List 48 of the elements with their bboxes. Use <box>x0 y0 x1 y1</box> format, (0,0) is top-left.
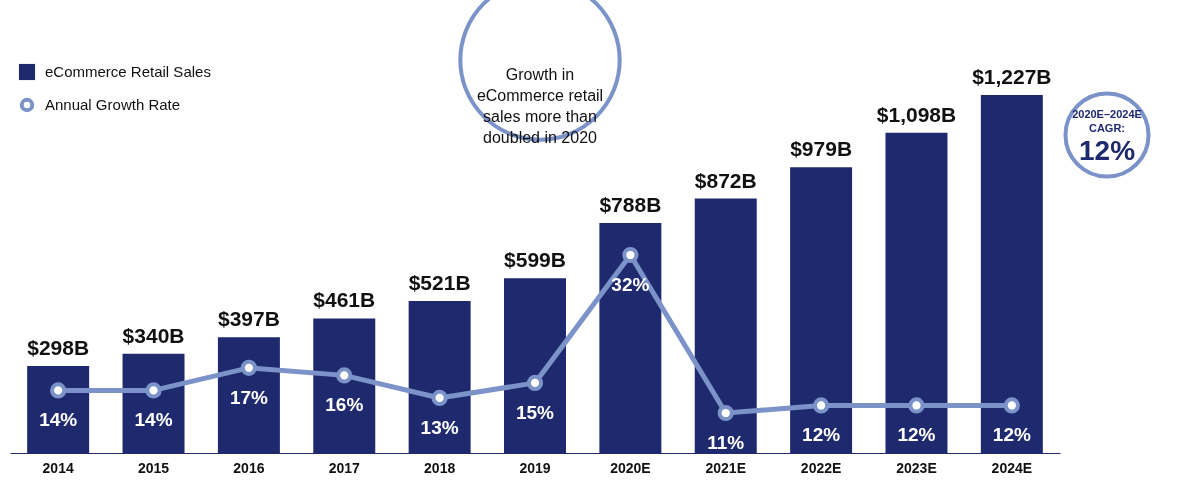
data-label: 13% <box>420 416 459 438</box>
data-label: $1,227B <box>972 65 1052 88</box>
data-label: $599B <box>504 248 566 272</box>
data-label: $461B <box>313 288 376 312</box>
data-label: 14% <box>39 409 78 431</box>
point <box>622 246 639 264</box>
x-tick-label: 2020E <box>610 459 651 476</box>
data-label: $1,098B <box>876 102 957 126</box>
data-label: 12% <box>897 424 936 446</box>
point <box>240 359 258 376</box>
x-tick-label: 2019 <box>519 459 551 476</box>
text: 2020E–2024E CAGR: 12% <box>1072 108 1142 166</box>
data-label: 15% <box>515 401 555 423</box>
x-tick-label: 2021E <box>705 459 746 476</box>
x-tick-label: 2017 <box>328 459 361 476</box>
point <box>336 367 353 384</box>
data-label: 32% <box>611 274 650 295</box>
data-label: 16% <box>325 394 364 416</box>
point <box>717 404 734 422</box>
x-tick-label: 2018 <box>424 459 456 476</box>
x-tick-label: 2016 <box>233 459 265 476</box>
data-label: 12% <box>992 424 1031 446</box>
point <box>908 397 925 414</box>
x-tick-label: 2015 <box>137 459 170 476</box>
x-tick-label: 2022E <box>800 459 842 476</box>
data-label: 14% <box>134 409 173 431</box>
point <box>812 397 830 414</box>
data-label: 17% <box>229 386 269 408</box>
point <box>526 374 544 392</box>
point <box>50 382 67 399</box>
data-label: 12% <box>802 424 841 446</box>
point <box>1003 397 1020 414</box>
x-tick-label: 2024E <box>991 459 1033 476</box>
legend-label: eCommerce Retail Sales <box>45 63 211 80</box>
point <box>145 382 162 399</box>
data-label: $521B <box>408 270 471 294</box>
point <box>431 389 448 407</box>
x-tick-label: 2014 <box>42 459 74 476</box>
legend-label: Annual Growth Rate <box>45 96 181 113</box>
data-label: $298B <box>27 336 90 360</box>
data-label: $788B <box>599 193 662 217</box>
data-label: $340B <box>122 323 185 347</box>
data-label: $397B <box>217 307 280 331</box>
data-label: $872B <box>694 168 757 192</box>
data-label: 11% <box>707 432 745 453</box>
data-label: $979B <box>790 137 853 161</box>
annotation: Growth in eCommerce retail sales more than doubled in 2020 <box>476 66 604 146</box>
x-tick-label: 2023E <box>896 459 937 476</box>
